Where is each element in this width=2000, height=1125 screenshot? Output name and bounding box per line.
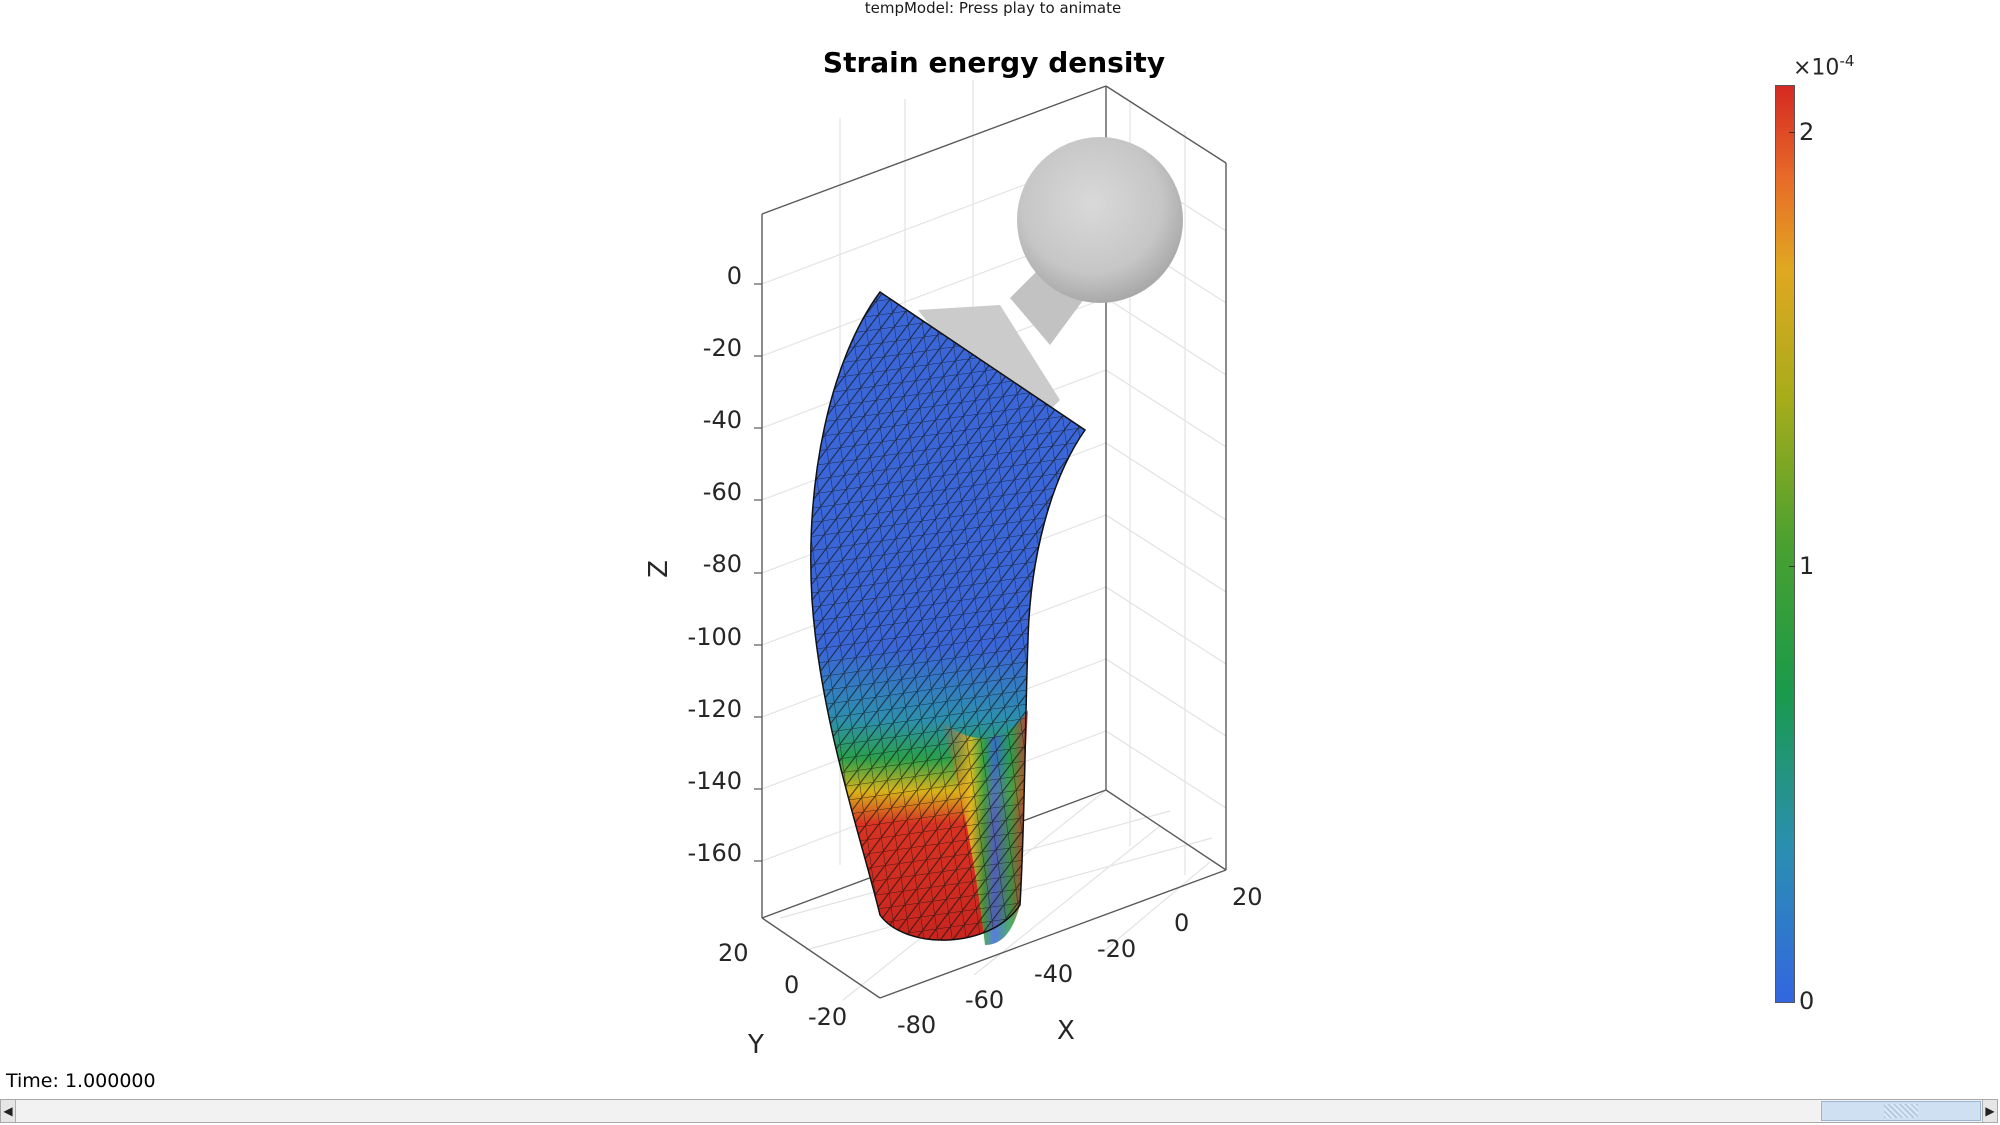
z-tick: 0 — [726, 262, 742, 290]
y-tick: 20 — [718, 939, 749, 967]
x-tick: -40 — [1034, 960, 1074, 988]
z-tick: -100 — [687, 623, 742, 651]
colorbar[interactable] — [1775, 85, 1795, 1003]
x-tick: -80 — [897, 1011, 937, 1039]
colorbar-exponent: ×10-4 — [1793, 52, 1855, 81]
slider-left-arrow-icon[interactable]: ◀ — [1, 1100, 16, 1122]
z-tick: -140 — [687, 767, 742, 795]
axis-tick-marks — [754, 283, 762, 862]
x-axis-label: X — [1057, 1016, 1075, 1046]
colorbar-tick-label: 2 — [1799, 118, 1815, 146]
y-tick: 0 — [784, 971, 800, 999]
y-tick: -20 — [808, 1003, 848, 1031]
z-tick: -40 — [702, 406, 742, 434]
z-tick: -160 — [687, 839, 742, 867]
x-tick: -20 — [1097, 935, 1137, 963]
y-axis-label: Y — [748, 1030, 764, 1060]
slider-right-arrow-icon[interactable]: ▶ — [1982, 1100, 1997, 1122]
slider-grip[interactable] — [1884, 1104, 1918, 1118]
z-tick: -120 — [687, 695, 742, 723]
plot-title: Strain energy density — [822, 46, 1166, 79]
z-tick: -60 — [702, 478, 742, 506]
animation-slider[interactable]: ◀ ▶ — [0, 1099, 1998, 1123]
time-readout: Time: 1.000000 — [6, 1070, 156, 1092]
x-tick: 20 — [1232, 883, 1263, 911]
colorbar-tick-label: 0 — [1799, 987, 1815, 1015]
z-axis-label: Z — [643, 560, 674, 578]
implant-head — [918, 137, 1183, 410]
x-tick: -60 — [965, 986, 1005, 1014]
x-tick: 0 — [1174, 909, 1190, 937]
colorbar-tick-label: 1 — [1799, 552, 1815, 580]
bone-mesh — [810, 290, 1087, 945]
z-tick: -80 — [702, 550, 742, 578]
slider-thumb[interactable] — [1821, 1101, 1981, 1121]
z-tick: -20 — [702, 334, 742, 362]
colorbar-tick — [1789, 566, 1795, 567]
window-title: tempModel: Press play to animate — [864, 0, 1122, 17]
colorbar-tick — [1789, 132, 1795, 133]
